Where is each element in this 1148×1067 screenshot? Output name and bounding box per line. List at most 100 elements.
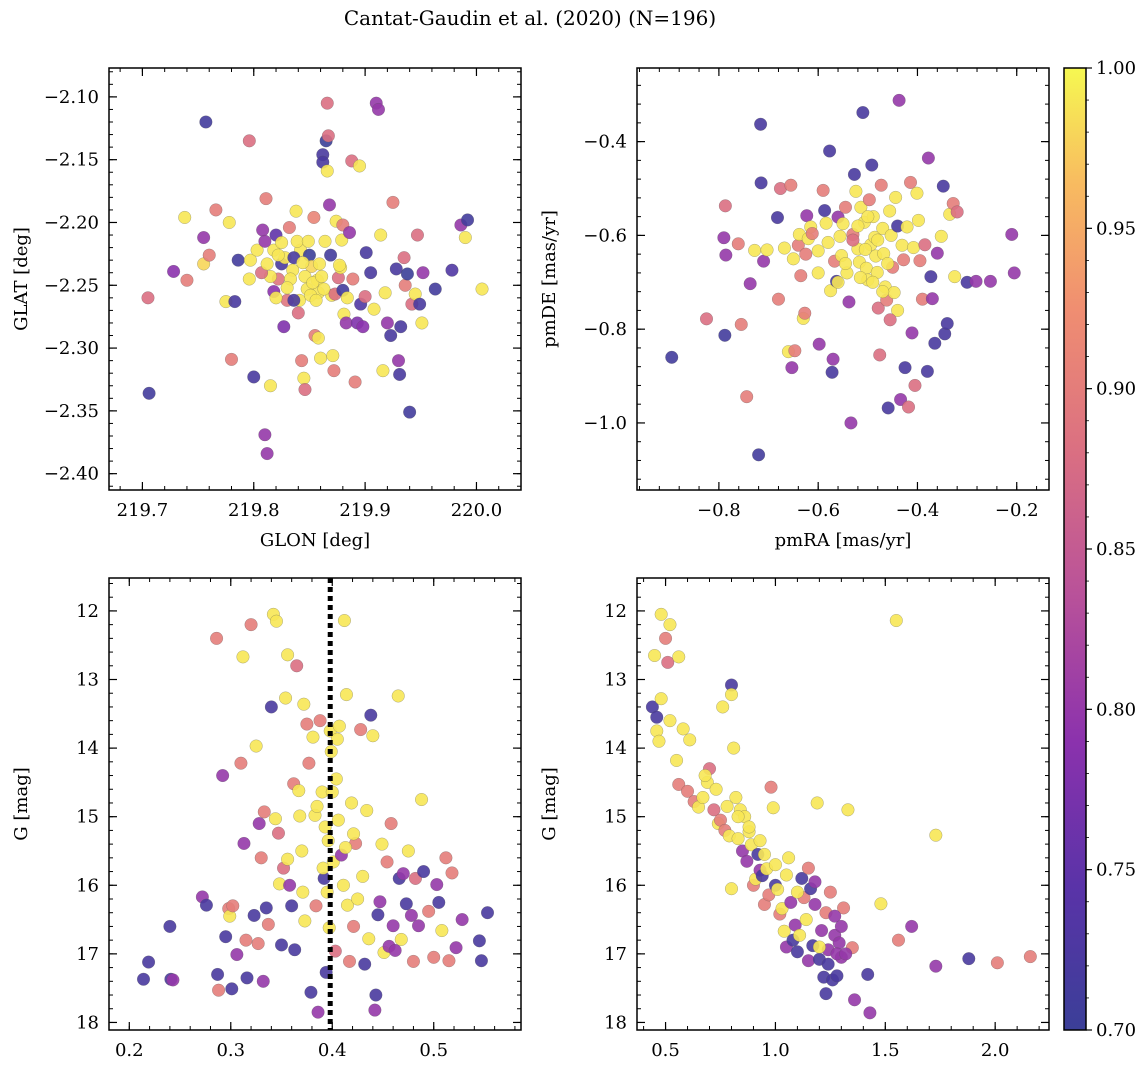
scatter-point xyxy=(432,895,446,909)
scatter-point xyxy=(801,861,815,875)
scatter-point xyxy=(821,235,835,249)
scatter-point xyxy=(199,898,213,912)
scatter-point xyxy=(832,936,846,950)
scatter-point xyxy=(757,847,771,861)
scatter-point xyxy=(366,729,380,743)
scatter-point xyxy=(779,868,793,882)
scatter-point xyxy=(833,229,847,243)
scatter-point xyxy=(345,796,359,810)
scatter-point xyxy=(296,256,310,270)
scatter-point xyxy=(295,354,309,368)
y-tick-label: −2.15 xyxy=(44,150,99,171)
scatter-point xyxy=(219,930,233,944)
scatter-point xyxy=(892,93,906,107)
scatter-point xyxy=(898,361,912,375)
scatter-point xyxy=(240,971,254,985)
scatter-point xyxy=(837,901,851,915)
scatter-point xyxy=(348,375,362,389)
y-tick-label: 13 xyxy=(76,670,99,691)
y-tick-label: 15 xyxy=(604,807,627,828)
scatter-point xyxy=(343,226,357,240)
scatter-point xyxy=(873,348,887,362)
scatter-point xyxy=(717,231,731,245)
scatter-point xyxy=(234,756,248,770)
scatter-point xyxy=(650,710,664,724)
scatter-point xyxy=(777,241,791,255)
scatter-point xyxy=(823,885,837,899)
scatter-point xyxy=(306,730,320,744)
scatter-point xyxy=(261,917,275,931)
x-tick-label: −0.4 xyxy=(896,500,940,521)
y-tick-label: 12 xyxy=(604,601,627,622)
scatter-point xyxy=(163,919,177,933)
scatter-point xyxy=(244,618,258,632)
scatter-point xyxy=(275,236,289,250)
scatter-point xyxy=(309,293,323,307)
scatter-point xyxy=(889,190,903,204)
scatter-point xyxy=(354,723,368,737)
scatter-point xyxy=(287,293,301,307)
scatter-point xyxy=(324,248,338,262)
scatter-point xyxy=(718,328,732,342)
scatter-point xyxy=(247,908,261,922)
scatter-point xyxy=(230,948,244,962)
scatter-point xyxy=(332,719,346,733)
scatter-point xyxy=(295,844,309,858)
scatter-point xyxy=(445,263,459,277)
x-tick-label: −0.2 xyxy=(995,500,1039,521)
scatter-point xyxy=(373,895,387,909)
scatter-point xyxy=(784,178,798,192)
scatter-point xyxy=(828,909,842,923)
scatter-point xyxy=(391,689,405,703)
scatter-point xyxy=(911,213,925,227)
colorbar: 0.70 0.75 0.80 0.85 0.90 0.95 1.00 xyxy=(1063,58,1136,1041)
y-tick-label: −2.30 xyxy=(44,338,99,359)
scatter-point xyxy=(839,947,853,961)
scatter-point xyxy=(652,734,666,748)
scatter-point xyxy=(260,257,274,271)
scatter-point xyxy=(225,982,239,996)
scatter-point xyxy=(950,205,964,219)
scatter-point xyxy=(321,129,335,143)
scatter-point xyxy=(474,954,488,968)
scatter-point xyxy=(337,614,351,628)
scatter-point xyxy=(771,882,785,896)
scatter-point xyxy=(416,266,430,280)
scatter-point xyxy=(389,262,403,276)
scatter-point xyxy=(406,954,420,968)
scatter-point xyxy=(842,295,856,309)
scatter-point xyxy=(902,400,916,414)
scatter-point xyxy=(256,223,270,237)
scatter-point xyxy=(793,928,807,942)
y-axis-label: GLAT [deg] xyxy=(11,227,32,331)
scatter-point xyxy=(322,198,336,212)
scatter-point xyxy=(799,247,813,261)
scatter-point xyxy=(403,405,417,419)
scatter-point xyxy=(398,278,412,292)
scatter-point xyxy=(340,291,354,305)
scatter-point xyxy=(849,184,863,198)
scatter-point xyxy=(374,228,388,242)
axes-frame xyxy=(108,67,522,491)
y-tick-label: 12 xyxy=(76,601,99,622)
scatter-point xyxy=(237,836,251,850)
scatter-point xyxy=(754,176,768,190)
scatter-point xyxy=(718,199,732,213)
scatter-point xyxy=(1005,227,1019,241)
scatter-point xyxy=(866,275,880,289)
x-axis-label: pmRA [mas/yr] xyxy=(775,530,912,551)
scatter-point xyxy=(676,722,690,736)
scatter-point xyxy=(800,209,814,223)
scatter-point xyxy=(336,878,350,892)
scatter-point xyxy=(861,967,875,981)
scatter-point xyxy=(259,192,273,206)
scatter-point xyxy=(798,306,812,320)
scatter-point xyxy=(292,784,306,798)
scatter-point xyxy=(884,228,898,242)
scatter-point xyxy=(834,919,848,933)
scatter-point xyxy=(908,378,922,392)
y-tick-label: 14 xyxy=(604,738,627,759)
colorbar-tick-label: 0.75 xyxy=(1096,860,1136,881)
scatter-point xyxy=(654,607,668,621)
scatter-point xyxy=(222,215,236,229)
